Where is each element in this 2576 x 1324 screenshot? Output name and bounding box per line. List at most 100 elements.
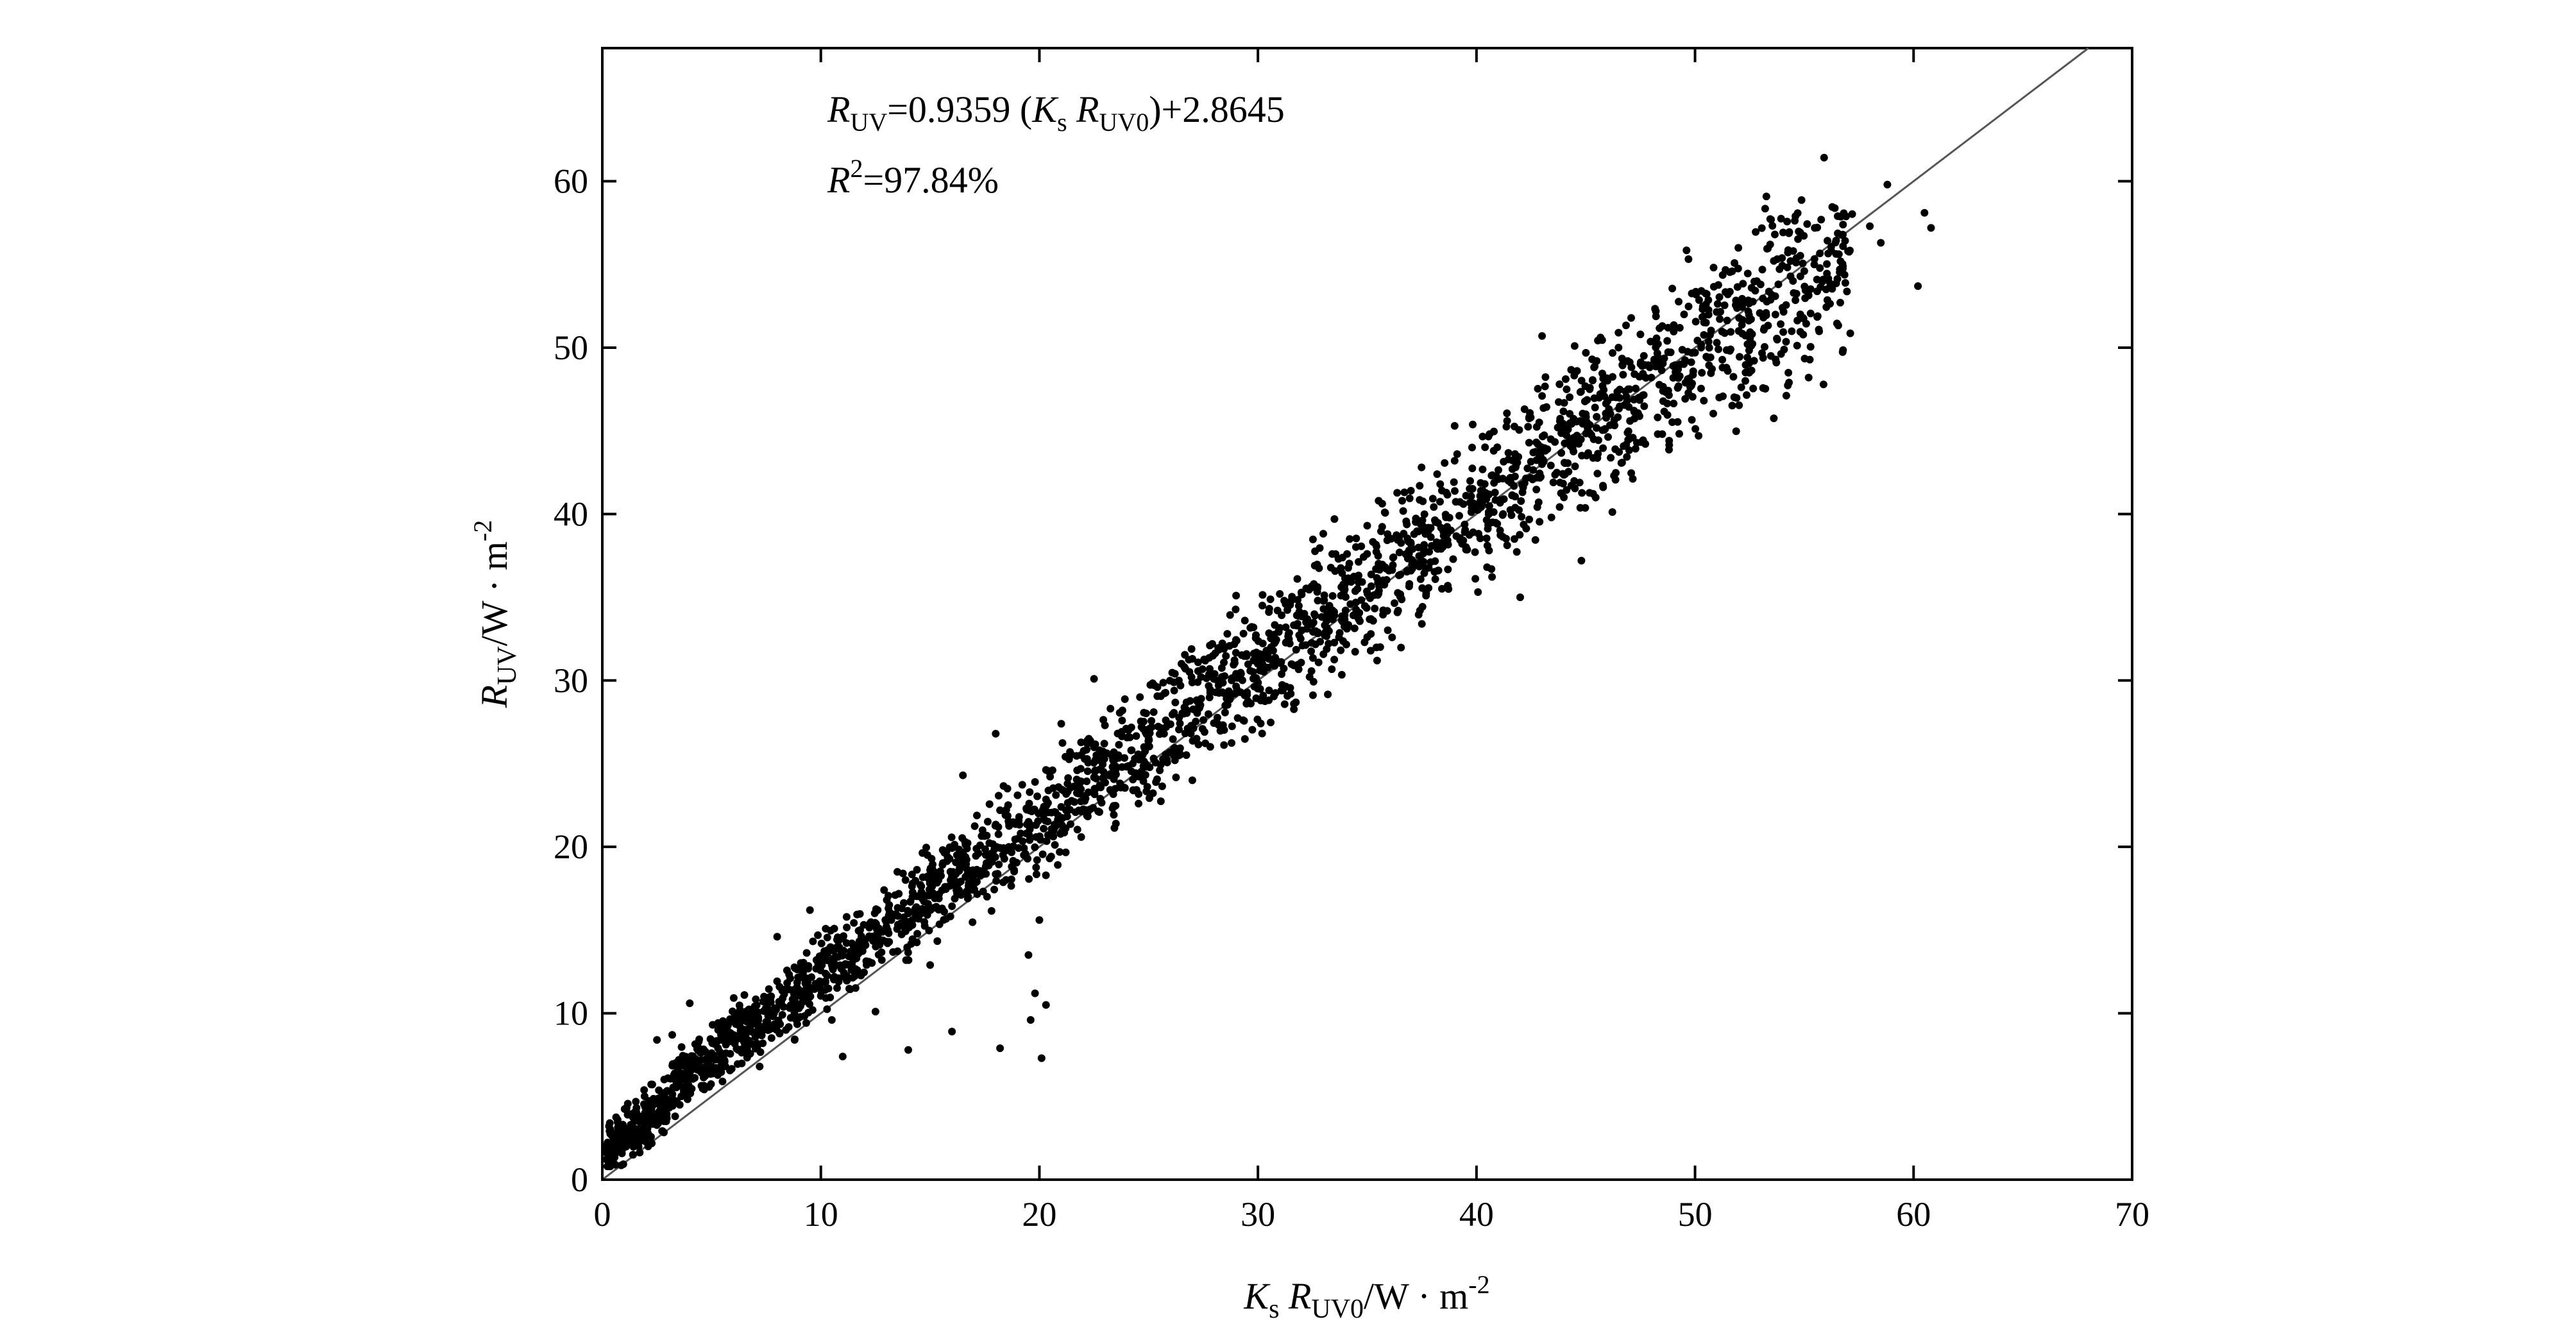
data-point	[1176, 744, 1184, 752]
data-point	[1372, 643, 1380, 652]
data-point	[636, 1148, 644, 1157]
data-point	[956, 878, 965, 886]
data-point	[1476, 497, 1484, 505]
data-point	[1625, 358, 1634, 366]
data-point	[660, 1128, 668, 1137]
data-point	[922, 844, 930, 852]
data-point	[1275, 628, 1283, 636]
data-point	[1833, 275, 1842, 283]
data-point	[892, 910, 900, 918]
data-point	[1023, 820, 1031, 829]
data-point	[1141, 744, 1149, 752]
data-point	[1735, 401, 1743, 409]
data-point	[1866, 222, 1874, 230]
data-point	[1766, 215, 1774, 223]
data-point	[1665, 437, 1674, 445]
data-point	[1294, 602, 1303, 610]
data-point	[1631, 445, 1640, 453]
data-point	[1684, 302, 1693, 310]
data-point	[1213, 713, 1221, 722]
data-point	[1610, 471, 1618, 480]
data-point	[1640, 402, 1648, 411]
data-point	[885, 929, 893, 937]
data-point	[1031, 778, 1039, 786]
data-point	[1057, 720, 1065, 728]
data-point	[958, 834, 967, 842]
data-point	[1379, 611, 1387, 619]
data-point	[924, 900, 932, 908]
data-point	[1722, 346, 1731, 354]
data-point	[1393, 489, 1402, 497]
data-point	[1582, 349, 1590, 357]
data-point	[1720, 301, 1729, 309]
data-point	[1142, 709, 1150, 718]
data-point	[1362, 604, 1371, 612]
data-point	[1759, 294, 1767, 303]
data-point	[1823, 260, 1831, 268]
data-point	[1724, 367, 1732, 375]
data-point	[818, 961, 826, 969]
data-point	[1695, 296, 1703, 304]
data-point	[1341, 622, 1348, 631]
data-point	[1002, 876, 1010, 884]
data-point	[1485, 547, 1493, 555]
data-point	[1366, 615, 1374, 624]
data-point	[838, 1053, 847, 1060]
y-tick-label: 20	[554, 828, 588, 866]
data-point	[1770, 414, 1778, 423]
data-point	[1210, 675, 1218, 683]
data-point	[1072, 752, 1081, 760]
data-point	[740, 1039, 749, 1046]
data-point	[1511, 450, 1519, 458]
data-point	[1705, 361, 1713, 369]
data-point	[1557, 449, 1566, 457]
data-point	[1784, 381, 1792, 389]
data-point	[1285, 629, 1293, 637]
data-point	[689, 1074, 697, 1083]
data-point	[1248, 726, 1257, 734]
data-point	[1384, 530, 1392, 538]
data-point	[823, 1005, 831, 1014]
data-point	[1403, 554, 1412, 563]
data-point	[1715, 293, 1724, 301]
x-tick-label: 20	[1022, 1195, 1056, 1234]
data-point	[1783, 217, 1792, 226]
data-point	[1623, 396, 1631, 405]
data-point	[1083, 745, 1090, 754]
data-point	[1258, 640, 1267, 648]
data-point	[767, 1034, 775, 1042]
data-point	[1344, 564, 1352, 572]
data-point	[1418, 584, 1427, 592]
data-point	[985, 839, 994, 847]
y-tick-label: 40	[554, 495, 588, 533]
data-point	[1590, 394, 1598, 402]
data-point	[1670, 327, 1678, 335]
data-point	[1176, 751, 1185, 759]
data-point	[1761, 385, 1770, 393]
data-point	[838, 949, 846, 956]
data-point	[1443, 491, 1452, 499]
data-point	[952, 858, 960, 867]
data-point	[1675, 430, 1683, 438]
data-point	[1614, 328, 1623, 337]
data-point	[1656, 324, 1664, 332]
x-tick-label: 40	[1459, 1195, 1494, 1234]
data-point	[1363, 522, 1371, 530]
data-point	[1415, 563, 1423, 571]
data-point	[1729, 373, 1738, 381]
data-point	[1056, 830, 1065, 838]
data-point	[1466, 477, 1474, 485]
data-point	[1516, 530, 1524, 539]
data-point	[948, 1028, 956, 1036]
data-point	[682, 1053, 690, 1061]
data-point	[903, 943, 911, 951]
data-point	[773, 933, 781, 941]
data-point	[1412, 514, 1420, 523]
data-point	[1745, 369, 1753, 377]
y-tick-label: 0	[571, 1160, 588, 1199]
data-point	[1575, 479, 1584, 487]
data-point	[753, 1043, 761, 1051]
data-point	[1652, 334, 1661, 343]
data-point	[1117, 727, 1126, 736]
data-point	[913, 938, 921, 947]
